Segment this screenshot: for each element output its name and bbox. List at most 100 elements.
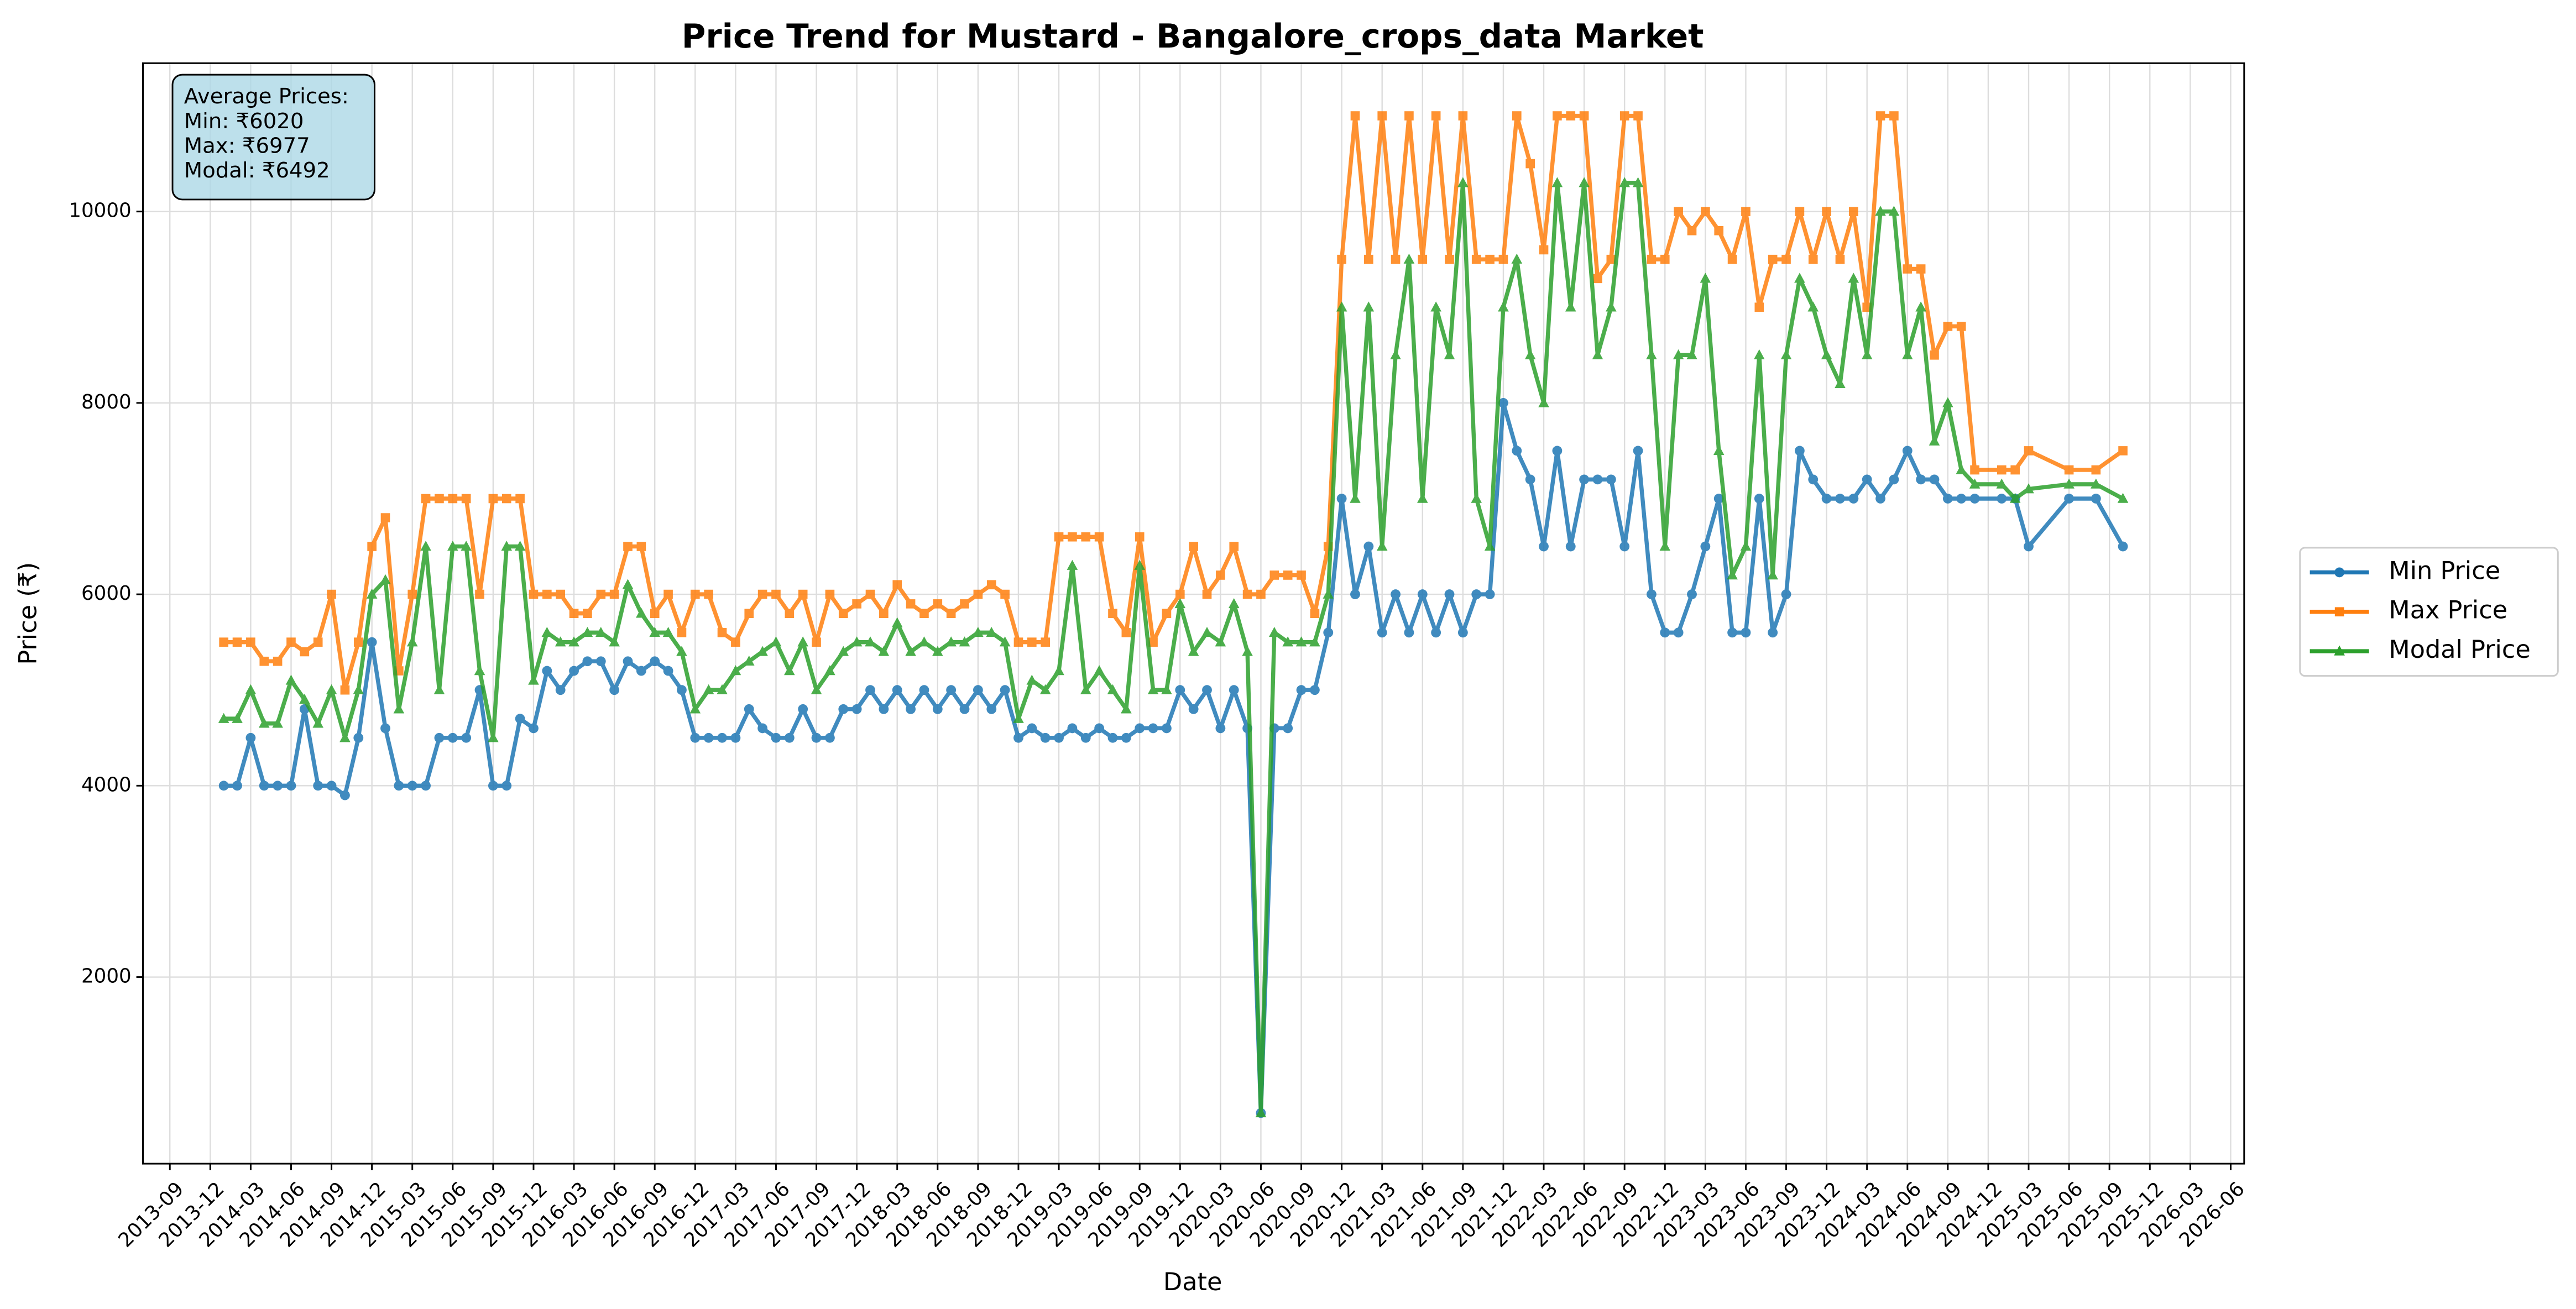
data-point: [1242, 646, 1253, 656]
data-point: [420, 541, 431, 551]
data-point: [1255, 1107, 1267, 1118]
data-point: [730, 732, 741, 743]
data-point: [353, 684, 364, 694]
data-point: [1431, 627, 1441, 638]
data-point: [811, 732, 822, 743]
data-point: [353, 637, 363, 647]
data-point: [529, 589, 539, 599]
data-point: [1768, 627, 1778, 638]
data-point: [1377, 111, 1387, 121]
data-point: [1391, 589, 1401, 600]
data-point: [999, 636, 1011, 647]
data-point: [825, 589, 835, 599]
data-point: [1539, 541, 1549, 552]
data-point: [1647, 254, 1657, 264]
data-point: [784, 665, 795, 676]
data-point: [1228, 598, 1240, 609]
data-point: [1295, 636, 1307, 647]
data-point: [1970, 465, 1979, 475]
data-point: [366, 588, 378, 599]
data-point: [1377, 627, 1387, 638]
data-point: [1041, 637, 1051, 647]
data-point: [838, 704, 849, 714]
data-point: [1848, 273, 1859, 283]
data-point: [1094, 532, 1104, 542]
data-point: [232, 781, 242, 791]
data-point: [1363, 541, 1374, 552]
data-point: [1551, 177, 1563, 187]
data-point: [1498, 397, 1508, 408]
data-point: [1188, 646, 1199, 656]
data-point: [906, 704, 916, 714]
data-point: [1619, 111, 1629, 121]
data-point: [1135, 723, 1145, 734]
data-point: [1780, 349, 1792, 360]
data-point: [327, 589, 336, 599]
data-point: [299, 694, 310, 704]
data-point: [300, 647, 310, 657]
data-point: [1741, 207, 1751, 216]
data-point: [488, 732, 499, 742]
data-point: [730, 665, 741, 676]
data-point: [1929, 435, 1940, 446]
background: [0, 6, 2576, 1303]
data-point: [703, 684, 714, 694]
data-point: [1297, 570, 1306, 580]
data-point: [461, 732, 472, 743]
data-point: [622, 579, 634, 589]
data-point: [1553, 111, 1562, 121]
data-point: [1269, 570, 1279, 580]
data-point: [2117, 493, 2129, 503]
data-point: [1862, 474, 1872, 485]
data-point: [1363, 301, 1375, 312]
data-point: [1256, 589, 1266, 599]
data-point: [784, 732, 795, 743]
data-point: [757, 723, 768, 734]
data-point: [2024, 541, 2034, 552]
data-point: [785, 609, 795, 619]
data-point: [690, 589, 700, 599]
data-point: [770, 636, 782, 647]
data-point: [1498, 254, 1508, 264]
data-point: [1659, 541, 1671, 551]
data-point: [1969, 494, 1980, 504]
data-point: [258, 718, 270, 728]
data-point: [636, 542, 646, 551]
data-point: [1524, 349, 1536, 360]
data-point: [1673, 349, 1684, 360]
data-point: [663, 589, 673, 599]
data-point: [1713, 445, 1725, 455]
data-point: [1848, 494, 1859, 504]
stats-line: Average Prices:: [184, 84, 349, 109]
data-point: [1646, 349, 1657, 360]
data-point: [1054, 532, 1064, 542]
data-point: [259, 656, 269, 666]
plot-area: [218, 111, 2129, 1118]
data-point: [488, 494, 498, 504]
data-point: [812, 637, 821, 647]
data-point: [514, 541, 526, 551]
data-point: [1997, 465, 2007, 475]
data-point: [1686, 349, 1697, 360]
data-point: [609, 589, 619, 599]
stats-line: Max: ₹6977: [184, 133, 310, 158]
data-point: [568, 636, 579, 647]
data-point: [232, 637, 242, 647]
data-point: [1579, 474, 1590, 485]
data-point: [1189, 542, 1198, 551]
data-point: [1376, 541, 1388, 551]
data-point: [650, 656, 660, 667]
grid: [143, 63, 2244, 1164]
data-point: [973, 626, 984, 637]
data-point: [1875, 206, 1886, 216]
data-point: [1309, 685, 1320, 695]
data-point: [461, 494, 471, 504]
data-point: [245, 732, 256, 743]
data-point: [1161, 684, 1172, 694]
data-point: [879, 704, 889, 714]
data-point: [1458, 111, 1468, 121]
data-point: [286, 637, 296, 647]
data-point: [1512, 111, 1522, 121]
data-point: [542, 589, 552, 599]
